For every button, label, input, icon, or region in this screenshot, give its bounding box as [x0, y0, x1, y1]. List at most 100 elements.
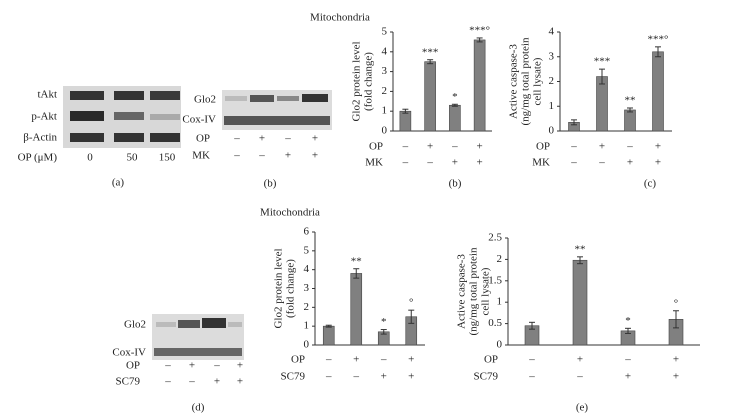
condition-value: +: [189, 360, 195, 372]
condition-value: –: [233, 133, 240, 145]
y-tick-label: 3: [304, 282, 310, 294]
condition-value: –: [598, 157, 605, 169]
y-tick-label: 0: [304, 339, 310, 351]
y-tick-label: 2: [497, 253, 503, 265]
panel-label: (b): [264, 178, 277, 190]
condition-value: –: [213, 360, 220, 372]
lane-label: 0: [87, 152, 93, 164]
y-tick-label: 1.5: [488, 274, 502, 286]
condition-value: –: [402, 141, 409, 153]
condition-value: +: [655, 141, 661, 153]
condition-value: –: [164, 376, 171, 388]
condition-value: +: [237, 360, 243, 372]
condition-value: –: [626, 141, 633, 153]
bar: [473, 39, 486, 132]
y-tick-label: 6: [304, 226, 310, 238]
bar: [596, 76, 608, 132]
lane-label: 150: [159, 152, 176, 164]
y-tick-label: 0: [382, 125, 388, 137]
condition-value: +: [427, 141, 433, 153]
condition-value: –: [325, 354, 332, 366]
condition-name: SC79: [474, 371, 499, 383]
significance-label: °: [409, 297, 413, 309]
condition-value: +: [477, 157, 483, 169]
y-axis-label: Glo2 protein level: [273, 248, 285, 328]
condition-value: +: [259, 133, 265, 145]
significance-label: **: [351, 255, 362, 267]
y-axis-label: Glo2 protein level: [351, 41, 363, 121]
condition-value: +: [477, 141, 483, 153]
condition-value: +: [353, 354, 359, 366]
significance-label: ***: [422, 46, 439, 58]
y-axis-label: (ng/mg total protein: [468, 247, 480, 335]
condition-name: OP: [536, 141, 550, 153]
y-tick-label: 0: [549, 125, 555, 137]
y-tick-label: 5: [382, 26, 388, 38]
condition-value: +: [673, 371, 679, 383]
condition-name: OP: [126, 360, 140, 372]
significance-label: ***°: [469, 24, 490, 36]
blot-row-label: tAkt: [37, 89, 57, 101]
bar: [424, 61, 436, 132]
condition-value: –: [164, 360, 171, 372]
condition-value: –: [325, 371, 332, 383]
condition-value: +: [381, 371, 387, 383]
condition-value: –: [258, 150, 265, 162]
condition-value: +: [673, 354, 679, 366]
significance-label: ***: [594, 56, 611, 68]
y-tick-label: 1: [549, 100, 555, 112]
condition-name: OP: [196, 133, 210, 145]
header: Mitochondria: [310, 12, 370, 24]
y-tick-label: 1: [304, 320, 310, 332]
y-tick-label: 4: [304, 263, 310, 275]
blot-row-label: Cox-IV: [112, 347, 146, 359]
condition-name: SC79: [281, 371, 306, 383]
significance-label: ***°: [648, 33, 669, 45]
condition-name: MK: [192, 150, 210, 162]
y-tick-label: 2: [549, 75, 555, 87]
condition-name: OP: [484, 354, 498, 366]
significance-label: *: [452, 91, 458, 103]
condition-value: +: [237, 376, 243, 388]
y-axis-label: cell lysate): [480, 267, 492, 315]
y-axis-label: Active caspase-3: [456, 254, 468, 329]
lane-label: 50: [127, 152, 139, 164]
blot-row-label: Glo2: [124, 319, 146, 331]
y-axis-label: cell lysate): [532, 57, 544, 105]
blot-x-label: OP (μM): [18, 152, 58, 164]
condition-value: +: [655, 157, 661, 169]
y-tick-label: 4: [382, 45, 388, 57]
condition-value: –: [528, 371, 535, 383]
y-tick-label: 5: [304, 244, 310, 256]
y-tick-label: 2.5: [488, 232, 502, 244]
condition-value: –: [233, 150, 240, 162]
y-tick-label: 2: [382, 85, 388, 97]
condition-value: –: [426, 157, 433, 169]
y-tick-label: 0: [497, 339, 503, 351]
y-tick-label: 3: [549, 50, 555, 62]
condition-value: +: [408, 371, 414, 383]
condition-name: MK: [365, 157, 383, 169]
condition-value: –: [380, 354, 387, 366]
condition-value: –: [402, 157, 409, 169]
blot-row-label: Cox-IV: [182, 114, 216, 126]
blot-row-label: Glo2: [194, 94, 216, 106]
header: Mitochondria: [260, 207, 320, 219]
significance-label: *: [381, 316, 387, 328]
panel-label: (c): [644, 178, 657, 190]
significance-label: **: [625, 95, 636, 107]
condition-name: MK: [532, 157, 550, 169]
bar: [572, 259, 588, 346]
bar: [449, 104, 461, 132]
y-tick-label: 4: [549, 26, 555, 38]
panel-label: (b): [449, 178, 462, 190]
y-axis-label: (fold change): [363, 52, 375, 111]
y-tick-label: 0.5: [488, 317, 502, 329]
condition-value: +: [625, 371, 631, 383]
condition-value: +: [452, 157, 458, 169]
condition-value: +: [577, 354, 583, 366]
condition-value: +: [408, 354, 414, 366]
condition-value: –: [624, 354, 631, 366]
condition-value: +: [214, 376, 220, 388]
